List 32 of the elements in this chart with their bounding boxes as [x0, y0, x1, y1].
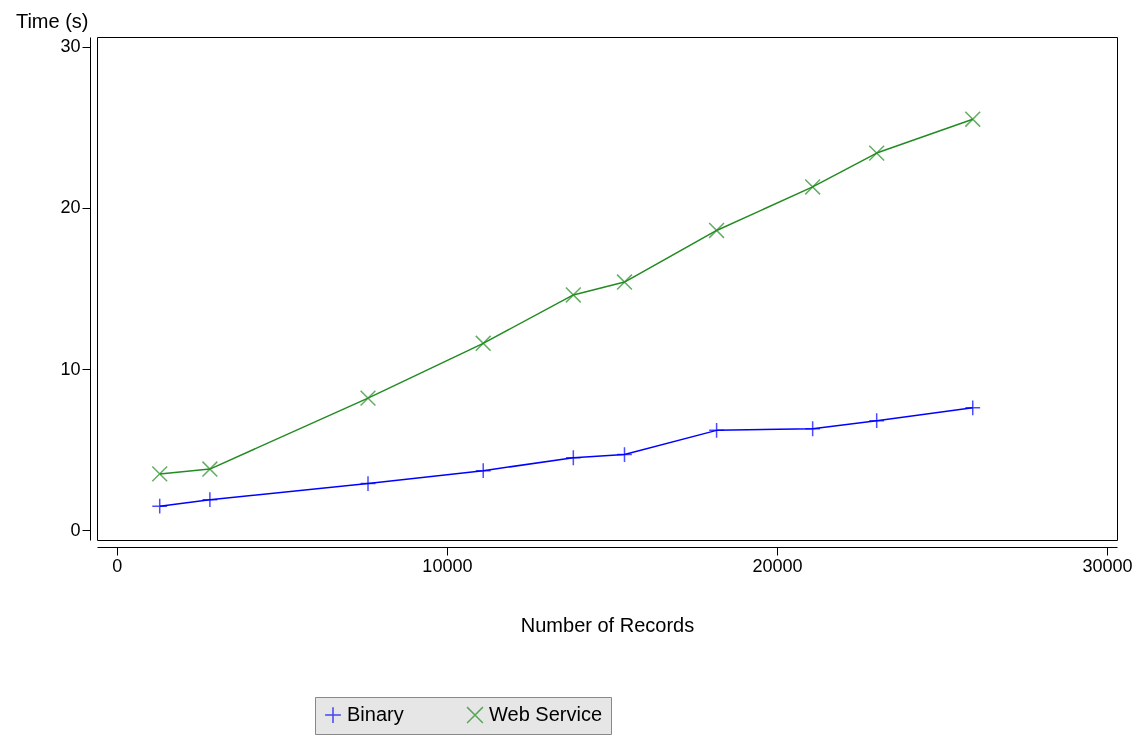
point — [868, 144, 885, 162]
y-tick-label: 10 — [60, 358, 81, 379]
y-tick-label: 30 — [60, 36, 81, 57]
y-axis-title: Time (s) — [15, 9, 89, 32]
point — [565, 286, 582, 304]
x-tick-label: 0 — [112, 555, 123, 576]
point — [201, 491, 219, 508]
y-tick-label: 0 — [70, 519, 81, 540]
x-tick-label: 10000 — [422, 555, 473, 576]
legend-label: Binary — [347, 703, 404, 726]
x-tick-label: 20000 — [752, 555, 803, 576]
point — [868, 412, 885, 429]
point — [475, 462, 492, 479]
point — [804, 178, 821, 196]
x-tick-label: 30000 — [1082, 555, 1133, 576]
point — [359, 389, 377, 407]
point — [708, 222, 725, 239]
point — [616, 446, 633, 463]
point — [964, 111, 981, 128]
point — [359, 475, 377, 492]
point — [565, 449, 582, 466]
point — [964, 399, 981, 416]
legend-label: Web Service — [489, 703, 603, 726]
point — [201, 460, 219, 478]
y-tick-label: 20 — [60, 197, 81, 218]
point — [475, 335, 492, 352]
point — [151, 465, 168, 483]
point — [616, 273, 633, 291]
x-axis-title: Number of Records — [520, 613, 695, 636]
point — [708, 422, 725, 439]
point — [804, 420, 821, 437]
point — [151, 497, 168, 515]
